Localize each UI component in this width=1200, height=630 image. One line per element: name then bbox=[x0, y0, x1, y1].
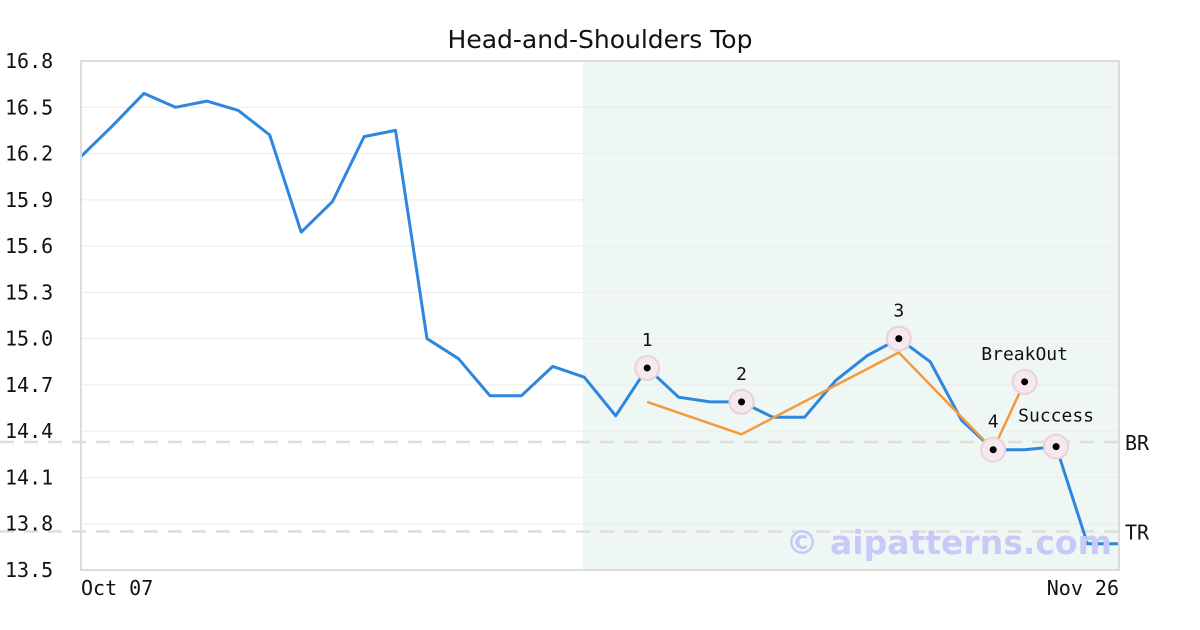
y-tick-label: 16.5 bbox=[5, 95, 53, 119]
pattern-highlight-band bbox=[582, 61, 1119, 570]
y-tick-label: 16.2 bbox=[5, 142, 53, 166]
pattern-point bbox=[1021, 378, 1029, 386]
pattern-point bbox=[738, 398, 746, 406]
pattern-point-label: 2 bbox=[736, 364, 747, 385]
y-tick-label: 15.3 bbox=[5, 280, 53, 304]
y-tick-label: 14.1 bbox=[5, 465, 53, 489]
plot-frame bbox=[80, 60, 1120, 571]
price-series-line bbox=[79, 91, 1119, 546]
y-tick-label: 15.0 bbox=[5, 327, 53, 351]
reference-label: TR bbox=[1125, 520, 1150, 544]
pattern-point bbox=[895, 335, 903, 343]
chart-title: Head-and-Shoulders Top bbox=[448, 25, 753, 54]
pattern-point-label: Success bbox=[1018, 406, 1094, 427]
y-tick-label: 15.6 bbox=[5, 234, 53, 258]
y-tick-label: 16.8 bbox=[5, 49, 53, 73]
watermark: © aipatterns.com bbox=[786, 523, 1112, 562]
pattern-point bbox=[1052, 443, 1060, 451]
pattern-point-label: 3 bbox=[893, 301, 904, 322]
y-tick-label: 13.8 bbox=[5, 512, 53, 536]
pattern-line bbox=[646, 351, 1026, 451]
y-tick-label: 14.7 bbox=[5, 373, 53, 397]
y-tick-label: 13.5 bbox=[5, 558, 53, 582]
pattern-point-label: 1 bbox=[642, 330, 653, 351]
y-tick-label: 15.9 bbox=[5, 188, 53, 212]
pattern-point bbox=[989, 446, 997, 454]
y-tick-label: 14.4 bbox=[5, 419, 53, 443]
pattern-point-label: BreakOut bbox=[981, 344, 1068, 365]
pattern-point-label: 4 bbox=[988, 412, 999, 433]
pattern-point bbox=[643, 364, 651, 372]
reference-label: BR bbox=[1125, 431, 1150, 455]
x-tick-label: Oct 07 bbox=[81, 576, 153, 600]
x-tick-label: Nov 26 bbox=[1047, 576, 1119, 600]
